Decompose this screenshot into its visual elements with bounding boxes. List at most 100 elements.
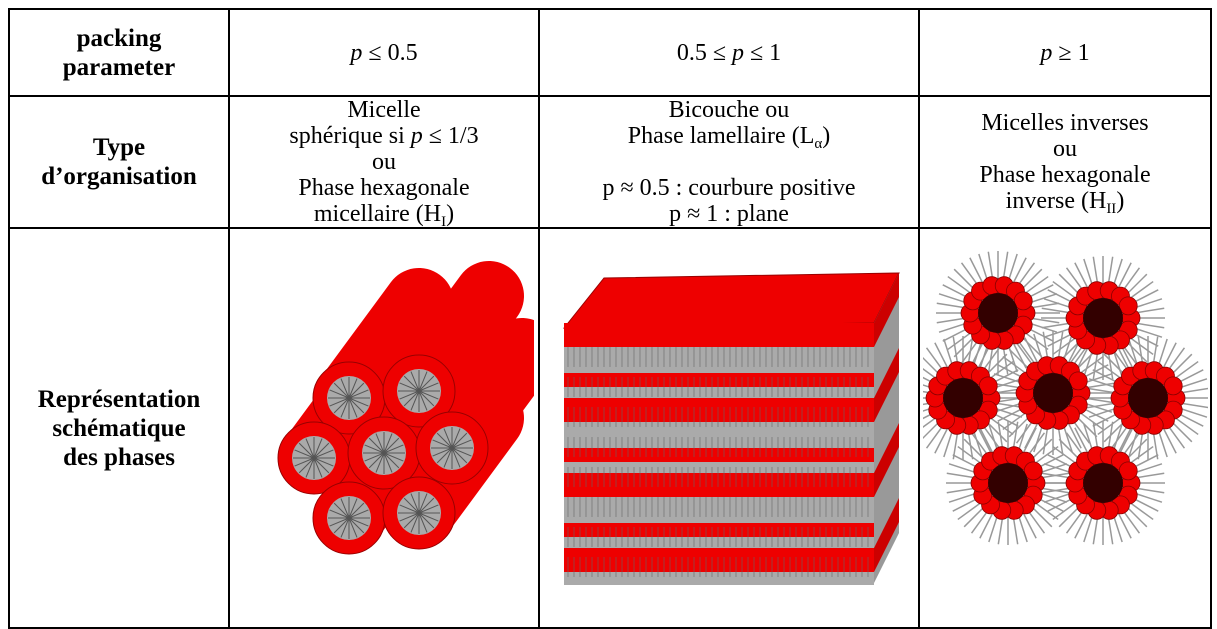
shape (348, 517, 365, 534)
text: ou (372, 149, 396, 175)
text: des phases (63, 443, 175, 471)
shape (305, 457, 315, 478)
text: sphérique si (289, 123, 411, 149)
shape (403, 390, 420, 407)
text: packing (76, 24, 162, 52)
row: Représentation schématique des phases (8, 227, 1212, 629)
text: α (814, 136, 823, 152)
shape (418, 512, 428, 533)
shape (399, 512, 420, 522)
text (540, 149, 918, 175)
shape (1082, 298, 1123, 338)
shape (364, 452, 385, 462)
cell: Micelle sphérique si p ≤ 1/3 ou Phase he… (228, 95, 540, 230)
shape (348, 509, 369, 519)
shape (451, 447, 472, 457)
shape (403, 512, 420, 529)
text: p (410, 123, 423, 149)
text: inverse (HII) (920, 188, 1210, 217)
shape (399, 390, 420, 400)
shape (348, 397, 369, 407)
text: ) (446, 201, 455, 227)
text: Phase hexagonale (979, 162, 1151, 188)
text: micellaire ( (313, 201, 424, 227)
shape (978, 376, 998, 396)
shape (294, 449, 315, 459)
text: ) (1116, 188, 1125, 214)
text: p (350, 39, 363, 66)
shape (329, 397, 350, 407)
shape (340, 517, 350, 538)
text: micellaire (HI) (230, 201, 538, 230)
shape (410, 371, 420, 392)
cell: Micelles inverses ou Phase hexagonale in… (918, 95, 1212, 229)
shape (294, 457, 315, 467)
shape (383, 452, 404, 462)
shape (451, 439, 472, 449)
shape (418, 504, 439, 514)
shape (443, 447, 453, 468)
shape (451, 432, 468, 449)
text: L (799, 123, 815, 149)
shape (399, 382, 420, 392)
inverse-hexagonal-illustration (922, 251, 1208, 545)
shape (987, 463, 1028, 503)
shape (874, 423, 899, 497)
shape (313, 442, 330, 459)
shape (564, 473, 874, 497)
shape (977, 293, 1018, 333)
shape (298, 457, 315, 474)
shape (313, 438, 323, 459)
shape (418, 512, 439, 522)
text: 0.5 ≤ (676, 39, 732, 66)
shape (348, 397, 358, 418)
text: parameter (62, 53, 176, 81)
shape (1068, 371, 1088, 391)
shape (348, 382, 365, 399)
shape (383, 433, 393, 454)
shape (383, 452, 400, 469)
shape (1013, 291, 1033, 311)
shape (562, 272, 900, 329)
shape (403, 497, 420, 514)
shape (418, 497, 435, 514)
text: p ≈ 0.5 : courbure positive (602, 175, 856, 201)
phase-table: packing parameter p ≤ 0.5 0.5 ≤ p ≤ 1 p ≥… (8, 8, 1212, 629)
page: packing parameter p ≤ 0.5 0.5 ≤ p ≤ 1 p ≥… (8, 8, 1212, 629)
shape (436, 447, 453, 464)
shape (418, 390, 428, 411)
text: p (732, 39, 744, 66)
row: packing parameter p ≤ 0.5 0.5 ≤ p ≤ 1 p ≥… (8, 8, 1212, 97)
shape (1163, 376, 1183, 396)
text: ) (822, 123, 831, 149)
shape (298, 442, 315, 459)
text: Micelles inverses (981, 110, 1149, 136)
hexagonal-phase-illustration (277, 261, 534, 555)
text: p (1040, 39, 1053, 66)
text: ≤ 0.5 (362, 39, 418, 66)
text: ≥ 1 (1052, 39, 1090, 66)
shape (432, 447, 453, 457)
cell (538, 227, 920, 629)
shape (368, 437, 385, 454)
shape (348, 397, 365, 414)
text: II (1106, 201, 1117, 217)
shape (348, 517, 358, 538)
text: ≤ 1 (744, 39, 782, 66)
text: Phase lamellaire ( (627, 123, 800, 149)
text: Type (92, 134, 146, 161)
cell: 0.5 ≤ p ≤ 1 (538, 8, 920, 97)
shape (1023, 461, 1043, 481)
shape (403, 375, 420, 392)
shape (1082, 463, 1123, 503)
row-label: Représentation schématique des phases (8, 227, 230, 629)
shape (383, 437, 400, 454)
shape (383, 444, 404, 454)
shape (1118, 461, 1138, 481)
shape (564, 373, 874, 387)
shape (564, 448, 874, 462)
shape (418, 390, 435, 407)
shape (564, 323, 874, 347)
shape (410, 512, 420, 533)
text: ≤ 1/3 (422, 123, 479, 149)
